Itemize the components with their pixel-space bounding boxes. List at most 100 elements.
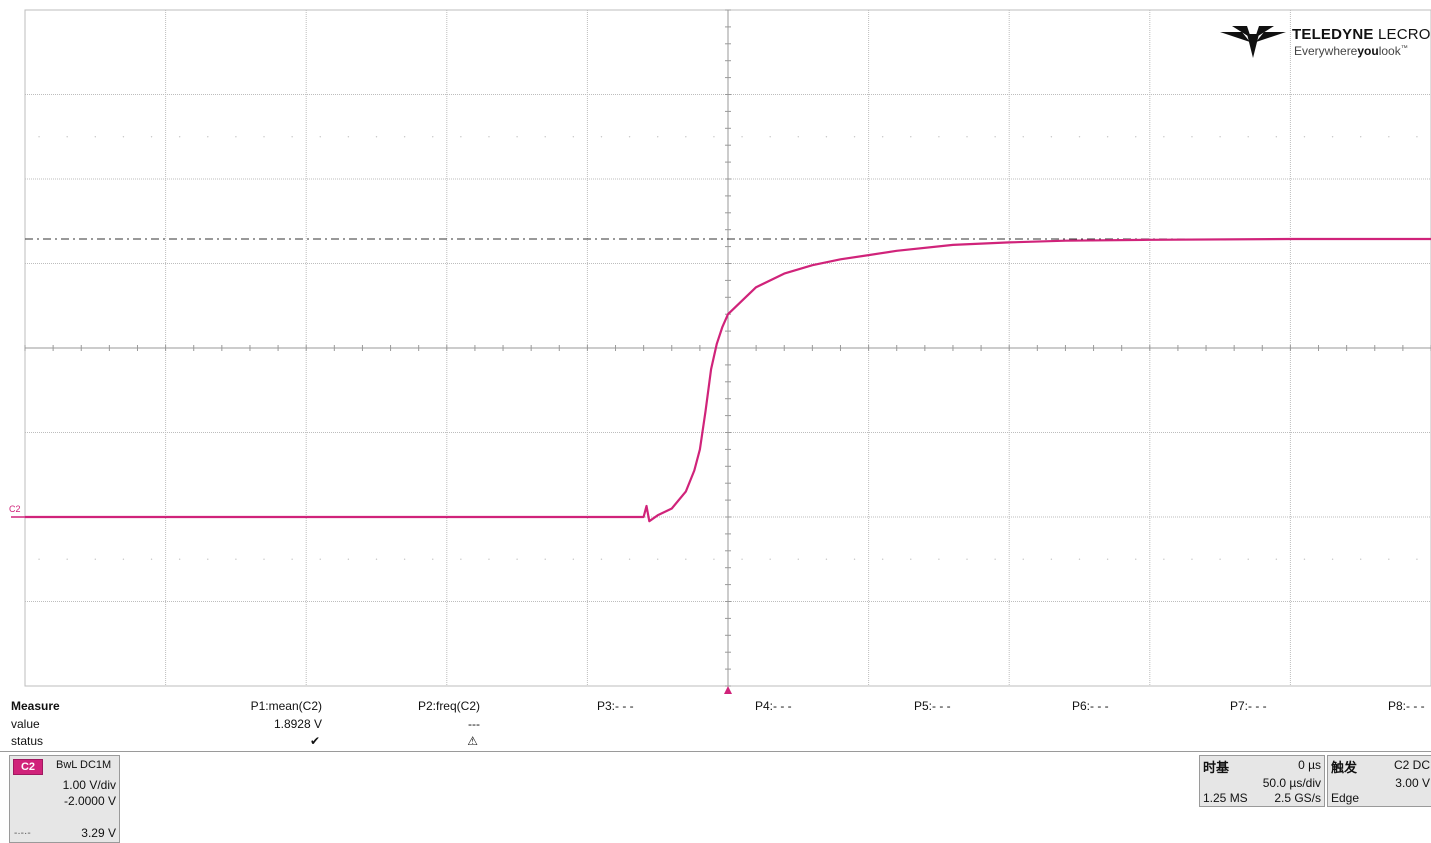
trigger-descriptor[interactable]: 触发 C2 DC 3.00 V Edge (1327, 755, 1431, 807)
grid-minor-dot (375, 558, 378, 560)
grid-minor-dot (825, 558, 828, 560)
grid-minor-dot (1331, 558, 1334, 560)
measure-param-p7[interactable]: P7:- - - (1230, 699, 1267, 713)
channel-offset: -2.0000 V (63, 794, 116, 808)
grid-minor-dot (994, 558, 996, 560)
measure-param-p8[interactable]: P8:- - - (1388, 699, 1425, 713)
grid-minor-dot (1163, 136, 1165, 138)
measure-param-p2[interactable]: P2:freq(C2) --- ⚠ (340, 699, 480, 751)
grid-minor-dot (1388, 136, 1390, 138)
measure-table[interactable]: Measure value status P1:mean(C2) 1.8928 … (0, 697, 1431, 752)
channel-coupling: BwL DC1M (56, 759, 112, 771)
measure-param-p5[interactable]: P5:- - - (914, 699, 951, 713)
grid-minor-dot (150, 136, 153, 138)
grid-minor-dot (966, 136, 968, 138)
channel-ground-marker[interactable]: C2 (9, 504, 21, 514)
grid-minor-dot (178, 558, 181, 560)
grid-minor-dot (1219, 558, 1221, 560)
grid-minor-dot (207, 136, 209, 138)
grid-minor-dot (1360, 136, 1362, 138)
grid-minor-dot (1078, 136, 1081, 138)
param-value: 1.8928 V (273, 717, 322, 731)
measure-value-label: value (11, 717, 40, 731)
grid-minor-dot (1303, 558, 1306, 560)
timebase-descriptor[interactable]: 时基 0 µs 50.0 µs/div 1.25 MS 2.5 GS/s (1199, 755, 1325, 807)
grid-minor-dot (207, 558, 209, 560)
grid-minor-dot (1360, 558, 1362, 560)
grid-minor-dot (685, 558, 687, 560)
grid-minor-dot (769, 558, 771, 560)
trigger-type: Edge (1331, 791, 1360, 805)
logo-tagline: Everywhereyoulook™ (1294, 44, 1408, 58)
grid-minor-dot (263, 136, 265, 138)
grid-minor-dot (994, 136, 996, 138)
grid-minor-dot (825, 136, 828, 138)
grid-minor-dot (122, 558, 125, 560)
trigger-source: C2 DC (1393, 758, 1430, 772)
channel-badge: C2 (13, 759, 43, 775)
grid-minor-dot (628, 136, 631, 138)
panel-divider (0, 751, 1431, 752)
param-header: P2:freq(C2) (417, 699, 480, 713)
grid-minor-dot (1078, 558, 1081, 560)
timebase-points: 1.25 MS (1203, 791, 1248, 805)
grid-minor-dot (910, 136, 912, 138)
grid-minor-dot (1106, 558, 1109, 560)
measure-param-p4[interactable]: P4:- - - (755, 699, 792, 713)
measure-param-p6[interactable]: P6:- - - (1072, 699, 1109, 713)
grid-minor-dot (1050, 558, 1053, 560)
grid-minor-dot (628, 558, 631, 560)
trigger-level: 3.00 V (1395, 776, 1430, 790)
grid-minor-dot (319, 136, 321, 138)
timebase-sample-rate: 2.5 GS/s (1274, 791, 1321, 805)
grid-minor-dot (657, 558, 659, 560)
grid-minor-dot (797, 136, 799, 138)
grid-minor-dot (713, 136, 715, 138)
status-ok-icon: ✔ (309, 734, 320, 748)
waveform-display[interactable] (0, 0, 1431, 700)
measure-param-p3[interactable]: P3:- - - (597, 699, 634, 713)
grid-minor-dot (38, 136, 40, 138)
grid-minor-dot (910, 558, 912, 560)
grid-minor-dot (375, 136, 378, 138)
channel-volts-per-div: 1.00 V/div (62, 778, 116, 792)
grid-minor-dot (1106, 136, 1109, 138)
channel-c2-descriptor[interactable]: C2 BwL DC1M 1.00 V/div -2.0000 V -·-·- 3… (9, 755, 120, 843)
grid-minor-dot (122, 136, 125, 138)
trigger-title: 触发 (1331, 760, 1358, 775)
grid-minor-dot (66, 136, 68, 138)
grid-minor-dot (488, 136, 490, 138)
grid-minor-dot (66, 558, 68, 560)
teledyne-lecroy-logo: TELEDYNE LECROY Everywhereyoulook™ (1220, 24, 1431, 68)
grid-minor-dot (1135, 136, 1137, 138)
grid-minor-dot (403, 558, 406, 560)
grid-minor-dot (460, 136, 462, 138)
grid-minor-dot (94, 136, 97, 138)
grid-minor-dot (1247, 558, 1249, 560)
teledyne-logo-icon (1220, 26, 1286, 58)
status-warning-icon: ⚠ (467, 734, 478, 748)
grid-minor-dot (881, 558, 884, 560)
grid-minor-dot (235, 558, 237, 560)
grid-minor-dot (488, 558, 490, 560)
grid-minor-dot (600, 558, 603, 560)
grid-minor-dot (1163, 558, 1165, 560)
grid-minor-dot (1135, 558, 1137, 560)
param-value: --- (468, 717, 480, 731)
grid-minor-dot (516, 558, 518, 560)
grid-minor-dot (1275, 558, 1278, 560)
grid-minor-dot (38, 558, 40, 560)
waveform-plot (11, 9, 1431, 694)
measure-param-p1[interactable]: P1:mean(C2) 1.8928 V ✔ (182, 699, 322, 751)
timebase-time-per-div: 50.0 µs/div (1262, 776, 1321, 790)
grid-minor-dot (600, 136, 603, 138)
trigger-position-marker (724, 686, 732, 694)
grid-minor-dot (432, 136, 434, 138)
grid-minor-dot (657, 136, 659, 138)
grid-minor-dot (769, 136, 771, 138)
grid-minor-dot (544, 136, 546, 138)
measure-status-label: status (11, 734, 44, 748)
grid-minor-dot (966, 558, 968, 560)
grid-minor-dot (797, 558, 799, 560)
grid-minor-dot (713, 558, 715, 560)
